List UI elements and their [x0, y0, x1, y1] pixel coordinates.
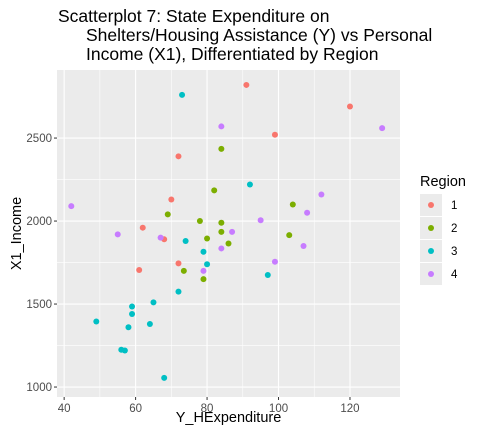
data-point-region-3: [125, 324, 132, 331]
data-point-region-4: [257, 217, 264, 224]
legend-key-region-3: [428, 248, 434, 254]
data-point-region-3: [146, 320, 153, 327]
plot-panel: [57, 70, 400, 397]
data-point-region-3: [129, 311, 136, 318]
title-line-2: Shelters/Housing Assistance (Y) vs Perso…: [86, 25, 432, 45]
data-point-region-3: [179, 91, 186, 98]
data-point-region-2: [218, 228, 225, 235]
title-line-3: Income (X1), Differentiated by Region: [86, 44, 378, 64]
data-point-region-1: [175, 260, 182, 267]
data-point-region-2: [218, 219, 225, 226]
data-point-region-2: [164, 211, 171, 218]
data-point-region-4: [379, 125, 386, 132]
data-point-region-3: [150, 299, 157, 306]
legend-title: Region: [420, 174, 466, 190]
data-point-region-3: [264, 271, 271, 278]
data-point-region-4: [318, 191, 325, 198]
grid-lines: [57, 70, 400, 397]
data-point-region-1: [168, 196, 175, 203]
data-point-region-4: [200, 267, 207, 274]
legend: Region 1 2 3 4: [420, 174, 466, 285]
data-point-region-3: [175, 288, 182, 295]
data-point-region-3: [161, 374, 168, 381]
data-point-region-2: [211, 187, 218, 194]
x-tick-label: 40: [58, 403, 71, 415]
data-point-region-4: [157, 234, 164, 241]
data-point-region-4: [114, 231, 121, 238]
data-point-region-4: [229, 228, 236, 235]
data-point-region-3: [204, 261, 211, 268]
data-point-region-2: [218, 145, 225, 152]
x-tick-label: 80: [201, 403, 214, 415]
legend-label-region-4: 4: [451, 269, 458, 281]
data-point-region-3: [93, 318, 100, 325]
data-point-region-3: [121, 347, 128, 354]
y-tick-label: 1000: [26, 382, 52, 394]
y-tick-label: 1500: [26, 299, 52, 311]
chart-title: Scatterplot 7: State Expenditure on Shel…: [58, 6, 432, 64]
data-point-region-3: [246, 181, 253, 188]
data-point-region-4: [300, 242, 307, 249]
data-point-region-1: [243, 81, 250, 88]
data-point-region-2: [289, 201, 296, 208]
data-point-region-1: [346, 103, 353, 110]
x-tick-label: 100: [269, 403, 288, 415]
data-point-region-1: [271, 131, 278, 138]
data-point-region-4: [218, 123, 225, 130]
legend-key-region-1: [428, 202, 434, 208]
data-point-region-3: [200, 248, 207, 255]
x-tick-label: 120: [340, 403, 359, 415]
data-point-region-4: [271, 258, 278, 265]
data-point-region-2: [286, 232, 293, 239]
legend-label-region-1: 1: [451, 200, 457, 212]
data-point-region-2: [180, 267, 187, 274]
data-point-region-3: [182, 237, 189, 244]
data-point-region-2: [225, 240, 232, 247]
data-point-region-1: [136, 267, 143, 274]
data-point-region-4: [218, 245, 225, 252]
legend-key-region-4: [428, 271, 434, 277]
data-point-region-2: [200, 276, 207, 283]
data-point-region-4: [68, 203, 75, 210]
title-line-1: Scatterplot 7: State Expenditure on: [58, 6, 329, 26]
y-tick-label: 2500: [26, 133, 52, 145]
data-point-region-1: [175, 153, 182, 160]
data-point-region-4: [304, 209, 311, 216]
legend-items: 1 2 3 4: [420, 194, 458, 285]
y-tick-label: 2000: [26, 216, 52, 228]
y-axis-title: X1_Income: [9, 197, 25, 270]
data-point-region-3: [129, 303, 136, 310]
legend-key-region-2: [428, 225, 434, 231]
data-point-region-2: [196, 218, 203, 225]
data-point-region-1: [139, 224, 146, 231]
data-point-region-2: [204, 235, 211, 242]
y-axis-ticks: 1000 1500 2000 2500: [26, 133, 57, 394]
x-tick-label: 60: [129, 403, 142, 415]
data-points: [68, 81, 386, 381]
x-axis-title: Y_HExpenditure: [176, 410, 282, 426]
legend-label-region-2: 2: [451, 223, 457, 235]
x-axis-ticks: 40 60 80 100 120: [58, 397, 360, 415]
legend-label-region-3: 3: [451, 246, 457, 258]
